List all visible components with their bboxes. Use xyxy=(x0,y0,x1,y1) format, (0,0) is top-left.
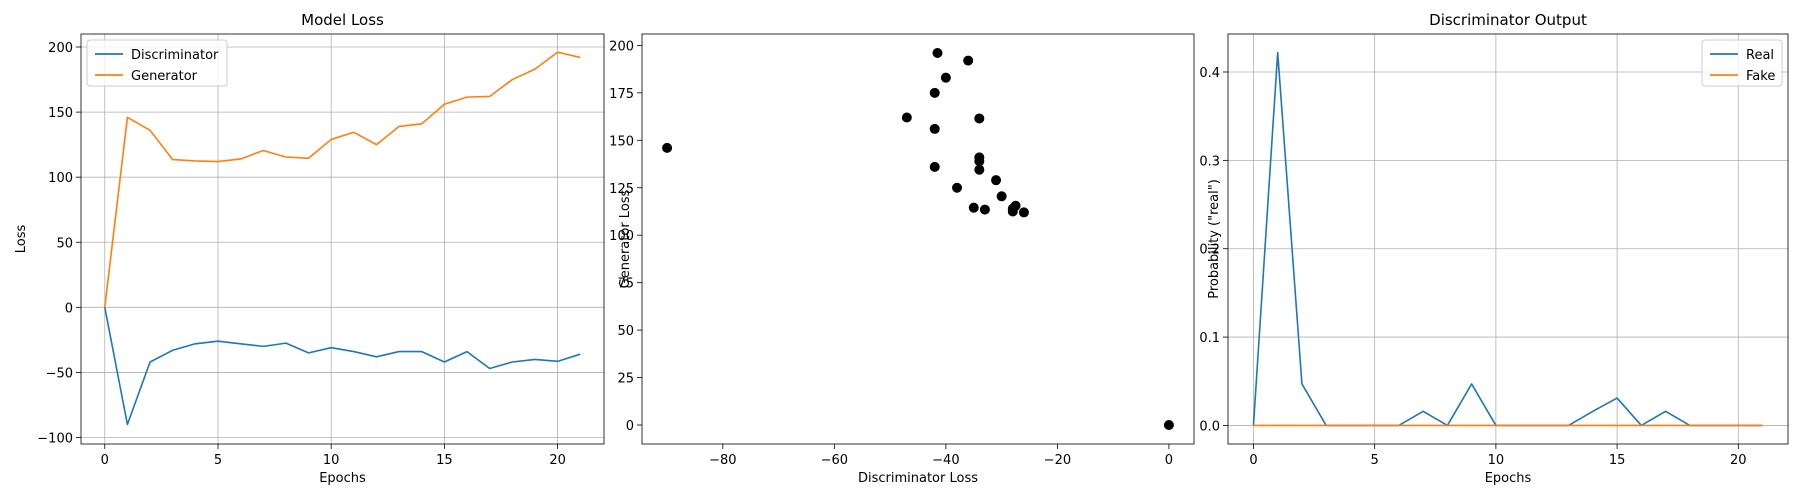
scatter-point xyxy=(932,47,943,58)
y-tick-label: 125 xyxy=(609,182,634,197)
x-axis-label: Epochs xyxy=(1485,471,1532,486)
scatter-point xyxy=(991,175,1002,186)
scatter-point xyxy=(979,204,990,215)
y-tick-label: 175 xyxy=(609,87,634,102)
scatter-point xyxy=(929,123,940,134)
scatter-point xyxy=(968,202,979,213)
y-tick-label: 200 xyxy=(48,41,73,56)
legend-label-real: Real xyxy=(1746,48,1774,63)
x-tick-label: 0 xyxy=(1165,453,1173,468)
x-tick-label: 0 xyxy=(101,453,109,468)
legend-label-generator: Generator xyxy=(131,69,198,84)
axes-frame xyxy=(1227,33,1789,445)
x-tick-label: 5 xyxy=(1371,453,1379,468)
y-tick-label: 200 xyxy=(609,39,634,54)
legend-label-fake: Fake xyxy=(1746,69,1775,84)
y-axis-label: Loss xyxy=(14,225,29,254)
y-tick-label: 50 xyxy=(617,324,634,339)
y-tick-label: 0 xyxy=(65,301,73,316)
y-axis-label: Generator Loss xyxy=(618,189,633,288)
scatter-point xyxy=(929,161,940,172)
y-tick-label: 100 xyxy=(48,171,73,186)
y-tick-label: 0 xyxy=(626,419,634,434)
chart-panel-2: −80 −60 −40 −20 0 0 25 50 75 100 125 150 175 200 Discr… xyxy=(609,33,1195,486)
scatter-point xyxy=(1163,420,1174,431)
x-tick-label: 10 xyxy=(323,453,340,468)
chart-panel-3: 0 5 10 15 20 0.0 0.1 0.2 0.3 0.4 Discriminator Out… xyxy=(1199,11,1789,486)
x-tick-label: 15 xyxy=(436,453,453,468)
series-line-generator xyxy=(103,51,581,308)
axes-frame xyxy=(80,33,605,445)
scatter-point xyxy=(1018,207,1029,218)
y-axis-label: Probability ("real") xyxy=(1207,179,1222,299)
y-tick-label: 0.2 xyxy=(1199,243,1220,258)
x-axis-label: Epochs xyxy=(319,471,366,486)
x-tick-label: −60 xyxy=(821,453,848,468)
y-tick-label: −100 xyxy=(37,431,73,446)
x-tick-label: 5 xyxy=(214,453,222,468)
y-tick-label: 150 xyxy=(609,134,634,149)
series-line-real xyxy=(1252,51,1763,427)
y-tick-label: 0.3 xyxy=(1199,154,1220,169)
series-line-discriminator xyxy=(103,307,581,426)
legend: Real Fake xyxy=(1701,39,1783,87)
scatter-point xyxy=(901,112,912,123)
x-tick-label: −20 xyxy=(1044,453,1071,468)
x-tick-label: 20 xyxy=(549,453,566,468)
scatter-point xyxy=(963,55,974,66)
x-tick-label: −80 xyxy=(709,453,736,468)
y-tick-label: 150 xyxy=(48,106,73,121)
chart-panel-1: 0 5 10 15 20 −100 −50 0 50 100 150 200 Model Loss Epo… xyxy=(14,11,605,486)
y-tick-label: 25 xyxy=(617,372,634,387)
y-tick-label: 100 xyxy=(609,229,634,244)
x-tick-label: 0 xyxy=(1249,453,1257,468)
chart-title: Discriminator Output xyxy=(1429,11,1587,29)
axes-frame xyxy=(641,33,1195,445)
x-axis-label: Discriminator Loss xyxy=(858,471,978,486)
legend-label-discriminator: Discriminator xyxy=(131,48,219,63)
y-tick-label: 0.4 xyxy=(1199,66,1220,81)
scatter-point xyxy=(974,152,985,163)
scatter-point xyxy=(974,113,985,124)
scatter-point xyxy=(952,182,963,193)
scatter-point xyxy=(940,72,951,83)
scatter-point xyxy=(1010,200,1021,211)
y-tick-label: 0.0 xyxy=(1199,419,1220,434)
scatter-point xyxy=(929,87,940,98)
x-tick-label: 15 xyxy=(1609,453,1626,468)
x-tick-label: −40 xyxy=(932,453,959,468)
chart-title: Model Loss xyxy=(301,11,384,29)
scatter-point xyxy=(974,164,985,175)
y-tick-label: 0.1 xyxy=(1199,331,1220,346)
x-tick-label: 10 xyxy=(1488,453,1505,468)
legend: Discriminator Generator xyxy=(86,39,228,87)
scatter-point xyxy=(996,191,1007,202)
scatter-point xyxy=(662,142,673,153)
x-tick-label: 20 xyxy=(1730,453,1747,468)
y-tick-label: 50 xyxy=(56,236,73,251)
y-tick-label: −50 xyxy=(46,366,73,381)
y-tick-label: 75 xyxy=(617,277,634,292)
